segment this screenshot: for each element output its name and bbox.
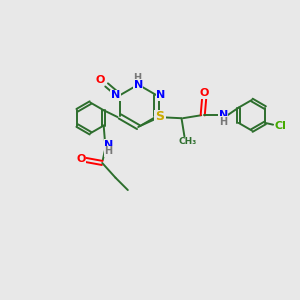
Text: O: O bbox=[200, 88, 209, 98]
Text: H: H bbox=[133, 73, 141, 83]
Text: O: O bbox=[95, 75, 105, 85]
Text: N: N bbox=[219, 110, 228, 120]
Text: H: H bbox=[105, 146, 113, 156]
Text: H: H bbox=[219, 117, 227, 127]
Text: CH₃: CH₃ bbox=[178, 137, 196, 146]
Text: O: O bbox=[76, 154, 86, 164]
Text: Cl: Cl bbox=[274, 121, 286, 131]
Text: N: N bbox=[104, 140, 113, 150]
Text: N: N bbox=[111, 90, 120, 100]
Text: N: N bbox=[156, 111, 166, 122]
Text: S: S bbox=[155, 110, 164, 123]
Text: N: N bbox=[156, 90, 166, 100]
Text: N: N bbox=[134, 80, 143, 90]
